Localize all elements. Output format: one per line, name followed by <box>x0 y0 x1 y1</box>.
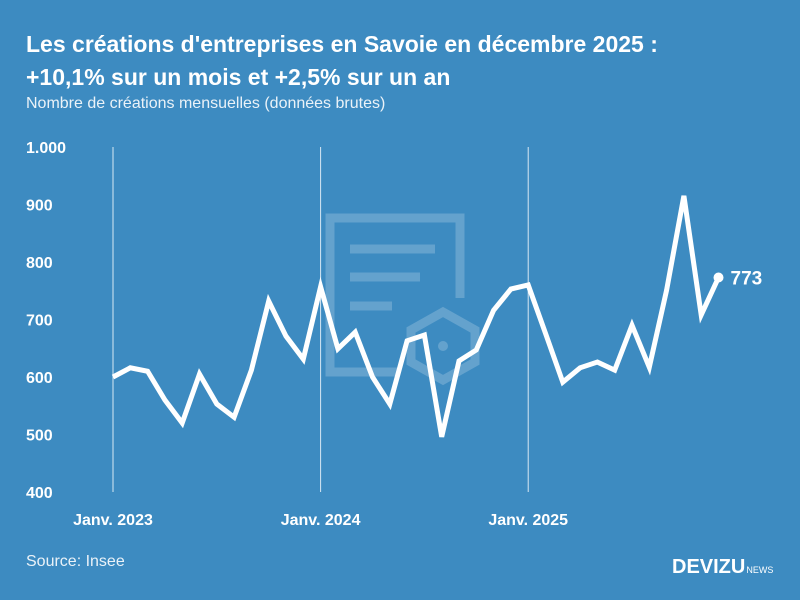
logo-main: DEVIZU <box>672 556 746 578</box>
y-tick-label: 400 <box>26 485 53 502</box>
logo-suffix: NEWS <box>746 565 774 575</box>
source-note: Source: Insee <box>26 553 125 570</box>
y-tick-label: 900 <box>26 198 53 215</box>
title-line-1: Les créations d'entreprises en Savoie en… <box>26 31 658 57</box>
x-tick-label: Janv. 2025 <box>488 512 568 529</box>
y-tick-label: 500 <box>26 428 53 445</box>
y-tick-label: 800 <box>26 255 53 272</box>
y-tick-label: 700 <box>26 313 53 330</box>
x-tick-label: Janv. 2024 <box>281 512 361 529</box>
chart-title: Les créations d'entreprises en Savoie en… <box>26 28 786 94</box>
y-tick-label: 600 <box>26 370 53 387</box>
series-line <box>111 195 721 438</box>
chart-subtitle: Nombre de créations mensuelles (données … <box>26 95 386 112</box>
title-line-2: +10,1% sur un mois et +2,5% sur un an <box>26 64 451 90</box>
data-point <box>713 272 724 283</box>
y-tick-label: 1.000 <box>26 140 66 157</box>
x-tick-label: Janv. 2023 <box>73 512 153 529</box>
devizu-logo: DEVIZUNEWS <box>672 556 773 579</box>
watermark-icon <box>325 213 480 386</box>
last-value-label: 773 <box>731 269 763 290</box>
